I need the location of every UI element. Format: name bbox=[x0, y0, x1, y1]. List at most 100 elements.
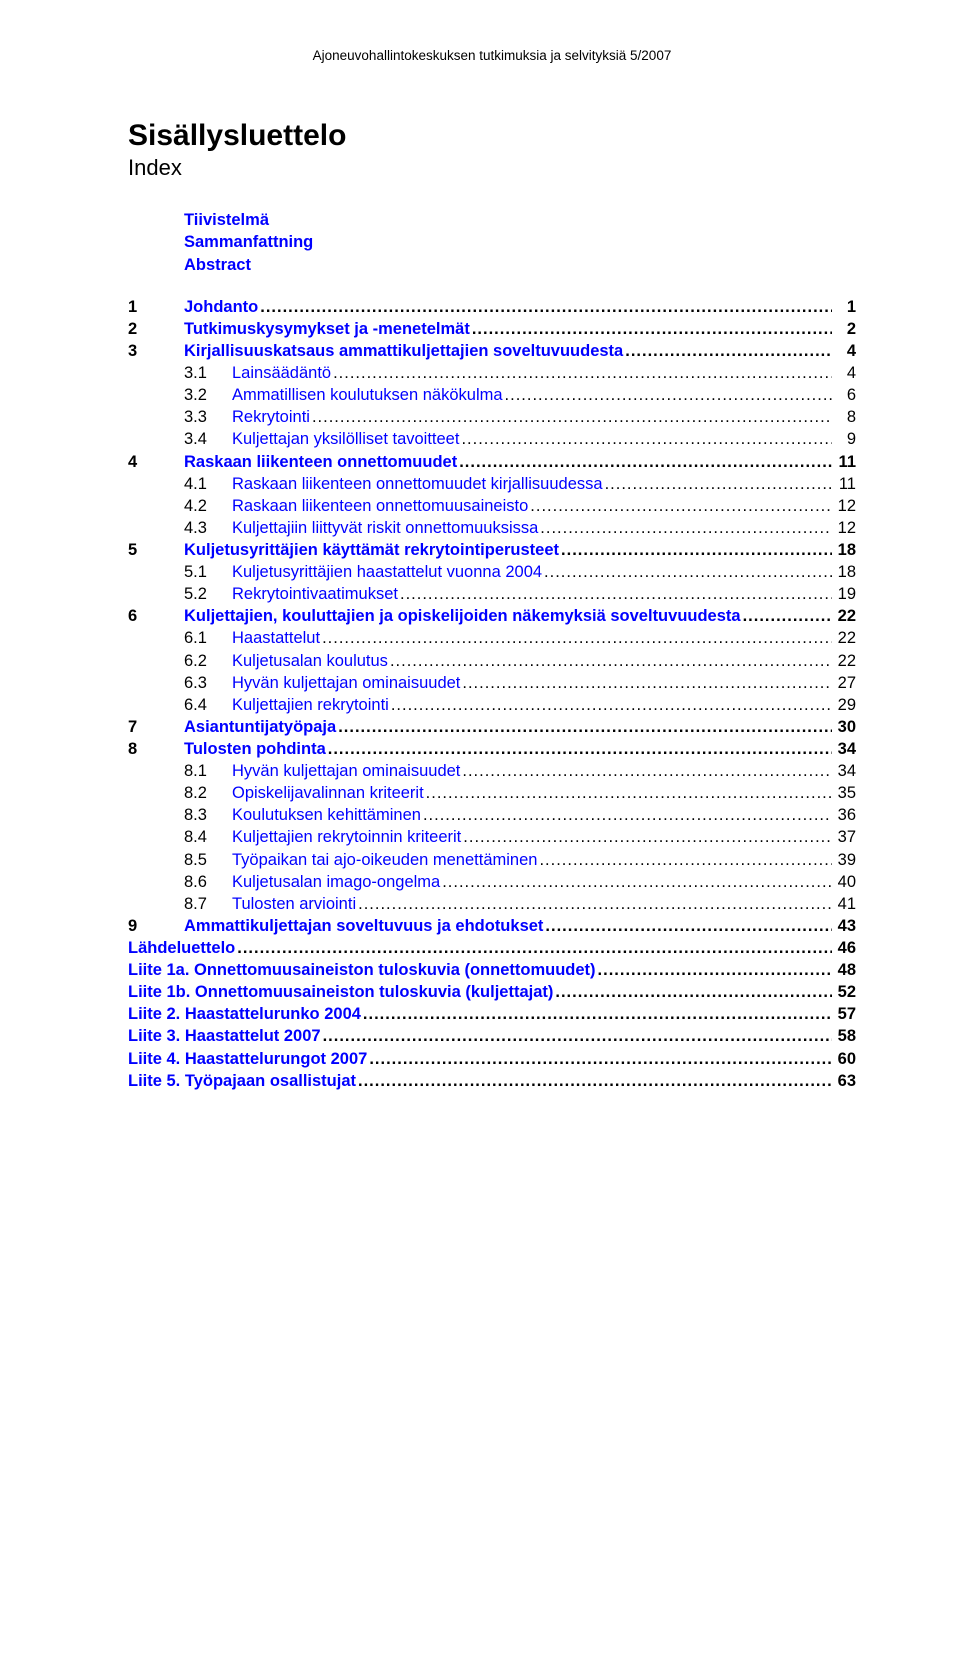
toc-entry-label[interactable]: Haastattelut bbox=[232, 627, 320, 649]
toc-entry-label[interactable]: Kirjallisuuskatsaus ammattikuljettajien … bbox=[184, 340, 623, 362]
toc-entry[interactable]: 2Tutkimuskysymykset ja -menetelmät2 bbox=[128, 318, 856, 340]
toc-entry[interactable]: 3.1Lainsäädäntö4 bbox=[128, 362, 856, 384]
front-matter-item[interactable]: Sammanfattning bbox=[184, 231, 856, 253]
toc-entry-label[interactable]: Lainsäädäntö bbox=[232, 362, 331, 384]
toc-entry-page: 46 bbox=[832, 937, 856, 959]
toc-entry-label[interactable]: Opiskelijavalinnan kriteerit bbox=[232, 782, 424, 804]
toc-entry-page: 1 bbox=[832, 296, 856, 318]
toc-entry[interactable]: 4Raskaan liikenteen onnettomuudet11 bbox=[128, 451, 856, 473]
toc-entry-label[interactable]: Rekrytointi bbox=[232, 406, 310, 428]
toc-entry[interactable]: 5Kuljetusyrittäjien käyttämät rekrytoint… bbox=[128, 539, 856, 561]
toc-entry[interactable]: 4.3Kuljettajiin liittyvät riskit onnetto… bbox=[128, 517, 856, 539]
toc-entry-label[interactable]: Johdanto bbox=[184, 296, 258, 318]
toc-entry-number: 8.5 bbox=[184, 849, 232, 871]
toc-entry-label[interactable]: Asiantuntijatyöpaja bbox=[184, 716, 336, 738]
toc-entry[interactable]: 4.2Raskaan liikenteen onnettomuusaineist… bbox=[128, 495, 856, 517]
toc-entry-label[interactable]: Kuljettajien rekrytoinnin kriteerit bbox=[232, 826, 461, 848]
toc-entry[interactable]: 6.3Hyvän kuljettajan ominaisuudet27 bbox=[128, 672, 856, 694]
toc-entry-page: 12 bbox=[832, 495, 856, 517]
toc-entry[interactable]: Lähdeluettelo 46 bbox=[128, 937, 856, 959]
toc-entry-label[interactable]: Kuljettajiin liittyvät riskit onnettomuu… bbox=[232, 517, 538, 539]
toc-entry-label[interactable]: Tutkimuskysymykset ja -menetelmät bbox=[184, 318, 470, 340]
toc-entry-label[interactable]: Liite 3. Haastattelut 2007 bbox=[128, 1025, 321, 1047]
toc-entry[interactable]: 6.2Kuljetusalan koulutus 22 bbox=[128, 650, 856, 672]
toc-entry[interactable]: Liite 1a. Onnettomuusaineiston tuloskuvi… bbox=[128, 959, 856, 981]
toc-entry-page: 48 bbox=[832, 959, 856, 981]
toc-entry-page: 41 bbox=[832, 893, 856, 915]
toc-entry[interactable]: 3.4Kuljettajan yksilölliset tavoitteet9 bbox=[128, 428, 856, 450]
toc-entry[interactable]: 8.6Kuljetusalan imago-ongelma40 bbox=[128, 871, 856, 893]
toc-entry[interactable]: 7Asiantuntijatyöpaja30 bbox=[128, 716, 856, 738]
toc-entry[interactable]: Liite 3. Haastattelut 200758 bbox=[128, 1025, 856, 1047]
toc-entry-number: 8.1 bbox=[184, 760, 232, 782]
toc-entry[interactable]: 6Kuljettajien, kouluttajien ja opiskelij… bbox=[128, 605, 856, 627]
toc-entry[interactable]: 8Tulosten pohdinta34 bbox=[128, 738, 856, 760]
toc-entry-label[interactable]: Rekrytointivaatimukset bbox=[232, 583, 398, 605]
toc-entry-number: 3.2 bbox=[184, 384, 232, 406]
toc-entry-label[interactable]: Raskaan liikenteen onnettomuudet bbox=[184, 451, 457, 473]
toc-leader-dots bbox=[460, 760, 832, 782]
toc-entry[interactable]: 5.1Kuljetusyrittäjien haastattelut vuonn… bbox=[128, 561, 856, 583]
toc-entry[interactable]: Liite 4. Haastattelurungot 200760 bbox=[128, 1048, 856, 1070]
toc-entry-label[interactable]: Kuljettajien, kouluttajien ja opiskelijo… bbox=[184, 605, 741, 627]
front-matter-item[interactable]: Abstract bbox=[184, 254, 856, 276]
toc-entry-label[interactable]: Hyvän kuljettajan ominaisuudet bbox=[232, 760, 460, 782]
toc-entry-label[interactable]: Kuljetusalan koulutus bbox=[232, 650, 388, 672]
toc-entry[interactable]: 6.1Haastattelut22 bbox=[128, 627, 856, 649]
toc-entry[interactable]: Liite 2. Haastattelurunko 200457 bbox=[128, 1003, 856, 1025]
toc-entry[interactable]: 1Johdanto1 bbox=[128, 296, 856, 318]
toc-entry-label[interactable]: Tulosten arviointi bbox=[232, 893, 356, 915]
toc-entry-number: 6.3 bbox=[184, 672, 232, 694]
toc-entry-label[interactable]: Liite 1b. Onnettomuusaineiston tuloskuvi… bbox=[128, 981, 553, 1003]
toc-entry[interactable]: 3Kirjallisuuskatsaus ammattikuljettajien… bbox=[128, 340, 856, 362]
toc-entry-page: 22 bbox=[832, 627, 856, 649]
toc-entry[interactable]: 3.2Ammatillisen koulutuksen näkökulma6 bbox=[128, 384, 856, 406]
toc-entry-label[interactable]: Liite 5. Työpajaan osallistujat bbox=[128, 1070, 356, 1092]
toc-entry[interactable]: 8.5Työpaikan tai ajo-oikeuden menettämin… bbox=[128, 849, 856, 871]
toc-entry[interactable]: 8.2Opiskelijavalinnan kriteerit35 bbox=[128, 782, 856, 804]
toc-entry-label[interactable]: Kuljetusyrittäjien haastattelut vuonna 2… bbox=[232, 561, 542, 583]
toc-leader-dots bbox=[356, 893, 832, 915]
toc-entry[interactable]: Liite 5. Työpajaan osallistujat63 bbox=[128, 1070, 856, 1092]
toc-entry-number: 8.6 bbox=[184, 871, 232, 893]
toc-entry-label[interactable]: Liite 1a. Onnettomuusaineiston tuloskuvi… bbox=[128, 959, 596, 981]
toc-leader-dots bbox=[388, 650, 832, 672]
toc-entry[interactable]: 3.3Rekrytointi8 bbox=[128, 406, 856, 428]
toc-entry[interactable]: 8.4Kuljettajien rekrytoinnin kriteerit37 bbox=[128, 826, 856, 848]
toc-entry-label[interactable]: Liite 2. Haastattelurunko 2004 bbox=[128, 1003, 361, 1025]
toc-entry[interactable]: Liite 1b. Onnettomuusaineiston tuloskuvi… bbox=[128, 981, 856, 1003]
toc-entry-page: 29 bbox=[832, 694, 856, 716]
toc-entry-label[interactable]: Kuljetusalan imago-ongelma bbox=[232, 871, 440, 893]
toc-entry-label[interactable]: Työpaikan tai ajo-oikeuden menettäminen bbox=[232, 849, 537, 871]
toc-entry-number: 3.1 bbox=[184, 362, 232, 384]
toc-entry[interactable]: 9Ammattikuljettajan soveltuvuus ja ehdot… bbox=[128, 915, 856, 937]
toc-entry[interactable]: 8.7Tulosten arviointi41 bbox=[128, 893, 856, 915]
toc-entry[interactable]: 4.1Raskaan liikenteen onnettomuudet kirj… bbox=[128, 473, 856, 495]
toc-entry-label[interactable]: Kuljettajan yksilölliset tavoitteet bbox=[232, 428, 459, 450]
toc-entry-label[interactable]: Liite 4. Haastattelurungot 2007 bbox=[128, 1048, 367, 1070]
toc-title: Sisällysluettelo bbox=[128, 119, 856, 153]
toc-entry-page: 22 bbox=[832, 650, 856, 672]
toc-entry-number: 6.2 bbox=[184, 650, 232, 672]
toc-entry[interactable]: 8.1Hyvän kuljettajan ominaisuudet34 bbox=[128, 760, 856, 782]
toc-entry[interactable]: 5.2Rekrytointivaatimukset19 bbox=[128, 583, 856, 605]
toc-list: 1 Johdanto 12 Tutkimuskysymykset ja -menete… bbox=[128, 296, 856, 1092]
toc-entry-page: 34 bbox=[832, 738, 856, 760]
toc-entry[interactable]: 6.4Kuljettajien rekrytointi29 bbox=[128, 694, 856, 716]
toc-entry-label[interactable]: Ammattikuljettajan soveltuvuus ja ehdotu… bbox=[184, 915, 543, 937]
toc-leader-dots bbox=[258, 296, 832, 318]
toc-entry-label[interactable]: Lähdeluettelo bbox=[128, 937, 235, 959]
toc-entry-label[interactable]: Raskaan liikenteen onnettomuusaineisto bbox=[232, 495, 528, 517]
toc-entry[interactable]: 8.3Koulutuksen kehittäminen36 bbox=[128, 804, 856, 826]
toc-entry-label[interactable]: Ammatillisen koulutuksen näkökulma bbox=[232, 384, 503, 406]
toc-entry-page: 4 bbox=[832, 340, 856, 362]
front-matter-item[interactable]: Tiivistelmä bbox=[184, 209, 856, 231]
toc-entry-number: 5.2 bbox=[184, 583, 232, 605]
toc-entry-label[interactable]: Raskaan liikenteen onnettomuudet kirjall… bbox=[232, 473, 603, 495]
toc-entry-label[interactable]: Tulosten pohdinta bbox=[184, 738, 326, 760]
toc-entry-label[interactable]: Kuljetusyrittäjien käyttämät rekrytointi… bbox=[184, 539, 559, 561]
toc-entry-label[interactable]: Kuljettajien rekrytointi bbox=[232, 694, 389, 716]
toc-entry-label[interactable]: Hyvän kuljettajan ominaisuudet bbox=[232, 672, 460, 694]
toc-entry-page: 18 bbox=[832, 539, 856, 561]
toc-entry-label[interactable]: Koulutuksen kehittäminen bbox=[232, 804, 421, 826]
